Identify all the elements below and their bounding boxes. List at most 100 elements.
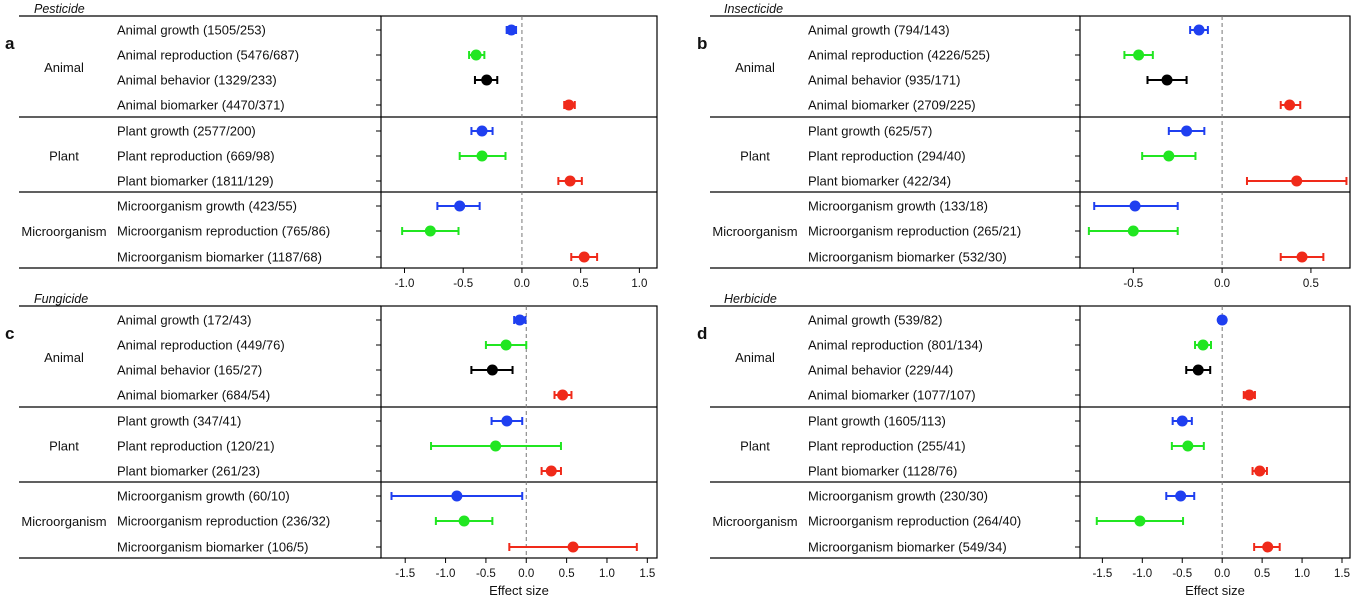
effect-point-growth bbox=[514, 314, 526, 326]
panel-title: Fungicide bbox=[34, 292, 88, 306]
effect-point-growth bbox=[1175, 490, 1187, 502]
row-label: Microorganism reproduction (765/86) bbox=[117, 224, 330, 239]
effect-point-reproduction bbox=[1127, 225, 1139, 237]
effect-point-reproduction bbox=[470, 49, 482, 61]
plot-frame bbox=[380, 15, 658, 269]
effect-point-biomarker bbox=[1284, 99, 1296, 111]
row-label: Plant biomarker (1128/76) bbox=[808, 464, 957, 479]
x-tick-label: -1.0 bbox=[395, 278, 415, 290]
effect-point-biomarker bbox=[567, 541, 579, 553]
effect-point-reproduction bbox=[458, 515, 470, 527]
row-label: Plant biomarker (261/23) bbox=[117, 464, 260, 479]
group-label: Animal bbox=[735, 60, 775, 75]
group-label: Animal bbox=[735, 350, 775, 365]
x-tick-label: 0.0 bbox=[518, 568, 534, 580]
panel-letter: a bbox=[5, 34, 15, 53]
x-tick-label: -1.0 bbox=[1132, 568, 1152, 580]
panel-title: Herbicide bbox=[724, 292, 777, 306]
panel-b: Insecticide b Animal growth (794/143) Anima… bbox=[697, 2, 1351, 290]
group-label: Microorganism bbox=[21, 224, 106, 239]
x-tick-label: -0.5 bbox=[476, 568, 496, 580]
x-tick-label: 0.0 bbox=[514, 278, 530, 290]
effect-point-reproduction bbox=[490, 440, 502, 452]
row-label: Animal behavior (165/27) bbox=[117, 363, 262, 378]
row-label: Animal behavior (935/171) bbox=[808, 73, 960, 88]
effect-point-reproduction bbox=[424, 225, 436, 237]
row-label: Animal biomarker (4470/371) bbox=[117, 98, 285, 113]
effect-point-growth bbox=[1216, 314, 1228, 326]
group-label: Plant bbox=[740, 439, 770, 454]
row-label: Plant biomarker (1811/129) bbox=[117, 174, 274, 189]
panel-d: Herbicide d Animal growth (539/82) Animal r… bbox=[697, 292, 1351, 598]
effect-point-behavior bbox=[1161, 74, 1173, 86]
effect-point-growth bbox=[1181, 125, 1193, 137]
row-label: Microorganism biomarker (549/34) bbox=[808, 540, 1007, 555]
row-label: Animal growth (794/143) bbox=[808, 23, 950, 38]
row-label: Animal behavior (229/44) bbox=[808, 363, 953, 378]
x-tick-label: 1.0 bbox=[1294, 568, 1310, 580]
x-tick-label: -0.5 bbox=[453, 278, 473, 290]
x-tick-label: 1.5 bbox=[1334, 568, 1350, 580]
effect-point-reproduction bbox=[476, 150, 488, 162]
x-tick-label: 1.0 bbox=[599, 568, 615, 580]
row-label: Animal reproduction (801/134) bbox=[808, 338, 983, 353]
x-tick-label: 0.0 bbox=[1214, 568, 1230, 580]
effect-point-biomarker bbox=[1254, 465, 1266, 477]
panel-c: Fungicide c Animal growth (172/43) Animal r… bbox=[5, 292, 658, 598]
effect-point-biomarker bbox=[563, 99, 575, 111]
effect-point-behavior bbox=[481, 74, 493, 86]
row-label: Animal biomarker (2709/225) bbox=[808, 98, 976, 113]
row-label: Animal growth (172/43) bbox=[117, 313, 251, 328]
effect-point-biomarker bbox=[564, 175, 576, 187]
effect-point-growth bbox=[451, 490, 463, 502]
x-tick-label: 0.5 bbox=[559, 568, 575, 580]
effect-point-biomarker bbox=[1291, 175, 1303, 187]
group-label: Animal bbox=[44, 60, 84, 75]
plot-frame bbox=[1079, 305, 1351, 559]
x-tick-label: 0.0 bbox=[1214, 278, 1230, 290]
row-label: Plant reproduction (120/21) bbox=[117, 439, 275, 454]
group-label: Plant bbox=[49, 439, 79, 454]
x-tick-label: -0.5 bbox=[1123, 278, 1143, 290]
x-tick-label: -0.5 bbox=[1172, 568, 1192, 580]
x-tick-label: 1.5 bbox=[639, 568, 655, 580]
effect-point-reproduction bbox=[1197, 339, 1209, 351]
group-label: Microorganism bbox=[712, 224, 797, 239]
row-label: Animal reproduction (5476/687) bbox=[117, 48, 299, 63]
row-label: Microorganism growth (60/10) bbox=[117, 489, 290, 504]
effect-point-growth bbox=[1176, 415, 1188, 427]
effect-point-reproduction bbox=[1182, 440, 1194, 452]
row-label: Microorganism biomarker (106/5) bbox=[117, 540, 308, 555]
x-tick-label: -1.5 bbox=[395, 568, 415, 580]
x-tick-label: -1.0 bbox=[436, 568, 456, 580]
effect-point-growth bbox=[1193, 24, 1205, 36]
panel-a: Pesticide a Animal growth (1505/253) Animal… bbox=[5, 2, 658, 290]
group-label: Microorganism bbox=[712, 514, 797, 529]
effect-point-reproduction bbox=[1134, 515, 1146, 527]
plot-frame bbox=[1079, 15, 1351, 269]
panel-letter: b bbox=[697, 34, 707, 53]
row-label: Microorganism biomarker (1187/68) bbox=[117, 250, 322, 265]
row-label: Microorganism reproduction (264/40) bbox=[808, 514, 1021, 529]
x-tick-label: -1.5 bbox=[1092, 568, 1112, 580]
row-label: Microorganism growth (133/18) bbox=[808, 199, 988, 214]
row-label: Plant reproduction (669/98) bbox=[117, 149, 275, 164]
group-label: Animal bbox=[44, 350, 84, 365]
row-label: Animal reproduction (4226/525) bbox=[808, 48, 990, 63]
row-label: Animal growth (1505/253) bbox=[117, 23, 266, 38]
panel-letter: c bbox=[5, 324, 14, 343]
row-label: Animal growth (539/82) bbox=[808, 313, 942, 328]
row-label: Plant growth (625/57) bbox=[808, 124, 932, 139]
row-label: Microorganism growth (423/55) bbox=[117, 199, 297, 214]
effect-point-biomarker bbox=[1262, 541, 1274, 553]
row-label: Plant growth (1605/113) bbox=[808, 414, 946, 429]
effect-point-growth bbox=[501, 415, 513, 427]
row-label: Plant reproduction (255/41) bbox=[808, 439, 966, 454]
plot-frame bbox=[380, 305, 658, 559]
group-label: Plant bbox=[49, 149, 79, 164]
panel-title: Pesticide bbox=[34, 2, 85, 16]
x-tick-label: 1.0 bbox=[631, 278, 647, 290]
group-label: Microorganism bbox=[21, 514, 106, 529]
row-label: Animal biomarker (684/54) bbox=[117, 388, 270, 403]
